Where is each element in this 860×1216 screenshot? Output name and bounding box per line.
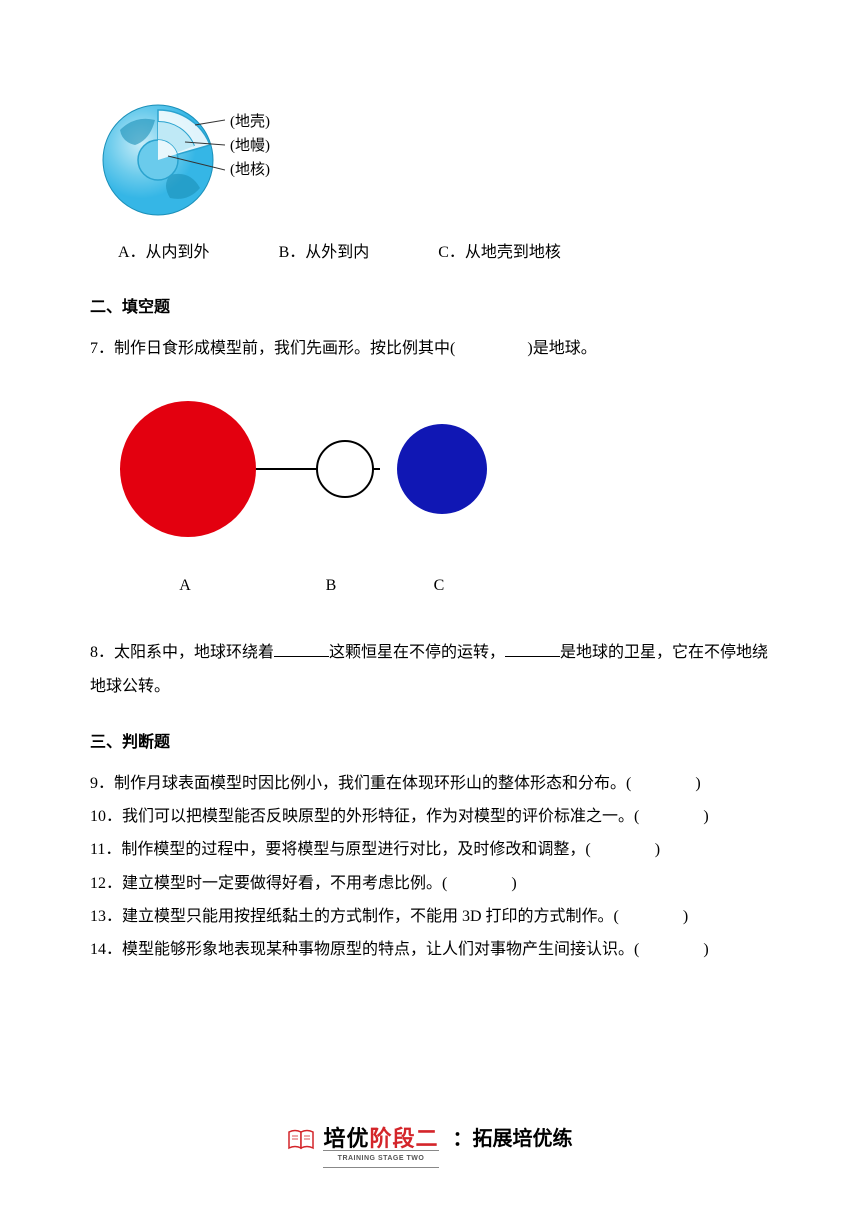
- option-c: C．从地壳到地核: [438, 238, 561, 268]
- banner-subtitle: TRAINING STAGE TWO: [323, 1150, 438, 1167]
- question-12: 12．建立模型时一定要做得好看，不用考虑比例。( ): [90, 869, 770, 899]
- option-b: B．从外到内: [279, 238, 370, 268]
- label-core: (地核): [230, 158, 270, 182]
- earth-globe-icon: [100, 100, 225, 220]
- question-9: 9．制作月球表面模型时因比例小，我们重在体现环形山的整体形态和分布。( ): [90, 769, 770, 799]
- eclipse-label-b: B: [301, 571, 361, 601]
- q7-text-before: 7．制作日食形成模型前，我们先画形。按比例其中(: [90, 340, 455, 357]
- section-2-header: 二、填空题: [90, 293, 770, 323]
- banner-title-red: 阶段二: [370, 1126, 439, 1151]
- eclipse-label-a: A: [155, 571, 215, 601]
- eclipse-label-c: C: [409, 571, 469, 601]
- footer-banner: 培优阶段二 TRAINING STAGE TWO ：拓展培优练: [0, 1118, 860, 1161]
- label-mantle: (地幔): [230, 134, 270, 158]
- q8-part1: 8．太阳系中，地球环绕着: [90, 644, 274, 661]
- banner-title-black: 培优: [323, 1126, 369, 1151]
- eclipse-diagram: [110, 394, 770, 555]
- banner-rest: ：拓展培优练: [453, 1120, 573, 1158]
- question-7: 7．制作日食形成模型前，我们先画形。按比例其中( )是地球。: [90, 334, 770, 364]
- section-3-header: 三、判断题: [90, 728, 770, 758]
- eclipse-labels: A B C: [110, 571, 770, 601]
- question-8: 8．太阳系中，地球环绕着这颗恒星在不停的运转，是地球的卫星，它在不停地绕地球公转…: [90, 636, 770, 703]
- q7-text-after: )是地球。: [527, 340, 596, 357]
- earth-structure-diagram: (地壳) (地幔) (地核): [100, 100, 320, 220]
- question-13: 13．建立模型只能用按捏纸黏土的方式制作，不能用 3D 打印的方式制作。( ): [90, 902, 770, 932]
- question-11: 11．制作模型的过程中，要将模型与原型进行对比，及时修改和调整，( ): [90, 835, 770, 865]
- label-crust: (地壳): [230, 110, 270, 134]
- question-options: A．从内到外 B．从外到内 C．从地壳到地核: [118, 238, 770, 268]
- option-a: A．从内到外: [118, 238, 210, 268]
- question-14: 14．模型能够形象地表现某种事物原型的特点，让人们对事物产生间接认识。( ): [90, 935, 770, 965]
- banner-title: 培优阶段二 TRAINING STAGE TWO: [323, 1118, 438, 1160]
- question-10: 10．我们可以把模型能否反映原型的外形特征，作为对模型的评价标准之一。( ): [90, 802, 770, 832]
- blank-field: [505, 641, 560, 657]
- blank-field: [274, 641, 329, 657]
- book-icon: [287, 1128, 315, 1150]
- q8-part2: 这颗恒星在不停的运转，: [329, 644, 505, 661]
